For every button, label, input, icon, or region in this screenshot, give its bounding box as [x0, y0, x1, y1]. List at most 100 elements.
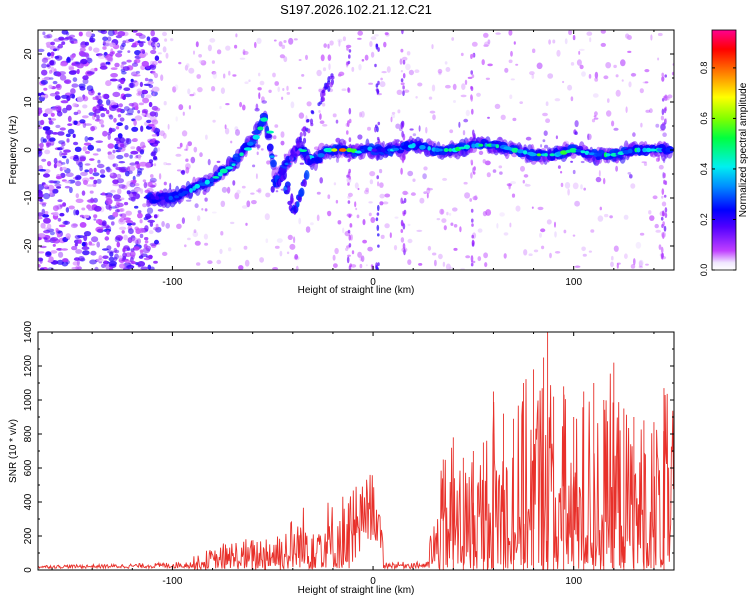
noise-blob — [615, 89, 621, 97]
noise-blob — [406, 51, 411, 56]
noise-blob — [162, 251, 168, 256]
noise-blob — [106, 109, 110, 115]
noise-blob — [228, 70, 231, 76]
noise-blob — [274, 245, 280, 249]
noise-blob — [341, 88, 347, 91]
noise-blob — [528, 253, 533, 256]
noise-blob — [192, 231, 199, 238]
noise-blob — [368, 212, 372, 217]
noise-blob — [65, 207, 70, 213]
noise-blob — [116, 122, 123, 127]
streak-blob — [471, 223, 474, 227]
noise-blob — [71, 266, 80, 270]
noise-blob — [370, 36, 377, 40]
noise-blob — [554, 98, 561, 102]
noise-blob — [219, 105, 222, 110]
noise-blob — [379, 201, 384, 206]
noise-blob — [188, 67, 195, 74]
streak-blob — [400, 197, 404, 204]
noise-blob — [525, 183, 528, 186]
noise-blob — [220, 87, 225, 94]
noise-blob — [56, 248, 63, 251]
noise-blob — [118, 226, 127, 231]
branch-blob — [331, 75, 335, 80]
noise-blob — [137, 212, 143, 219]
noise-blob — [531, 74, 535, 79]
noise-blob — [96, 114, 100, 120]
noise-blob — [58, 224, 66, 228]
streak-blob — [402, 85, 405, 90]
ridge-core — [246, 141, 254, 146]
noise-blob — [94, 108, 101, 114]
streak-blob — [376, 126, 379, 133]
noise-blob — [43, 76, 51, 81]
noise-blob — [395, 123, 401, 129]
noise-blob — [123, 106, 130, 111]
noise-blob — [294, 253, 299, 260]
noise-blob — [45, 129, 54, 135]
branch-blob — [304, 170, 310, 180]
noise-blob — [137, 110, 141, 114]
noise-blob — [628, 81, 632, 88]
noise-blob — [204, 208, 208, 212]
streak-blob — [402, 59, 406, 65]
ridge-core — [411, 143, 416, 148]
noise-blob — [122, 40, 126, 44]
noise-blob — [211, 60, 215, 64]
noise-blob — [73, 111, 79, 116]
noise-blob — [220, 200, 226, 207]
noise-blob — [529, 71, 535, 76]
noise-blob — [95, 219, 103, 224]
noise-blob — [662, 132, 667, 137]
noise-blob — [128, 82, 136, 89]
streak-blob — [470, 70, 474, 75]
noise-blob — [548, 39, 551, 45]
noise-blob — [513, 41, 516, 45]
streak-blob — [377, 121, 381, 126]
noise-blob — [422, 173, 427, 180]
streak-blob — [400, 229, 404, 233]
ridge-core — [154, 196, 160, 200]
noise-blob — [606, 110, 612, 117]
noise-blob — [400, 82, 405, 86]
noise-blob — [347, 254, 351, 257]
ridge-core — [360, 148, 365, 153]
noise-blob — [114, 137, 121, 142]
noise-blob — [75, 180, 82, 187]
noise-blob — [654, 223, 659, 229]
noise-blob — [112, 211, 119, 218]
noise-blob — [162, 31, 167, 37]
ridge-core — [354, 150, 363, 154]
noise-blob — [443, 225, 447, 231]
noise-blob — [50, 112, 55, 117]
noise-blob — [445, 84, 451, 89]
noise-blob — [185, 144, 189, 152]
spectrogram-y-axis-label: Frequency (Hz) — [8, 116, 19, 185]
ridge-core — [434, 148, 441, 152]
noise-blob — [384, 223, 390, 229]
noise-blob — [143, 181, 148, 189]
noise-blob — [321, 102, 326, 107]
ridge-core — [159, 196, 165, 200]
streak-blob — [471, 108, 474, 115]
noise-blob — [655, 229, 661, 233]
noise-blob — [195, 41, 199, 48]
noise-blob — [198, 59, 205, 64]
noise-blob — [281, 44, 286, 50]
noise-blob — [165, 52, 169, 59]
noise-blob — [365, 187, 369, 192]
noise-blob — [568, 30, 573, 36]
ridge-core — [665, 147, 674, 153]
noise-blob — [482, 211, 487, 217]
noise-blob — [90, 126, 95, 132]
noise-blob — [542, 112, 548, 117]
noise-blob — [107, 30, 115, 37]
noise-blob — [613, 245, 619, 252]
noise-blob — [142, 97, 150, 104]
ridge-core — [168, 195, 173, 201]
noise-blob — [512, 117, 517, 122]
noise-blob — [65, 172, 74, 177]
noise-blob — [546, 219, 552, 225]
branch-blob — [321, 89, 325, 94]
noise-blob — [478, 150, 484, 155]
